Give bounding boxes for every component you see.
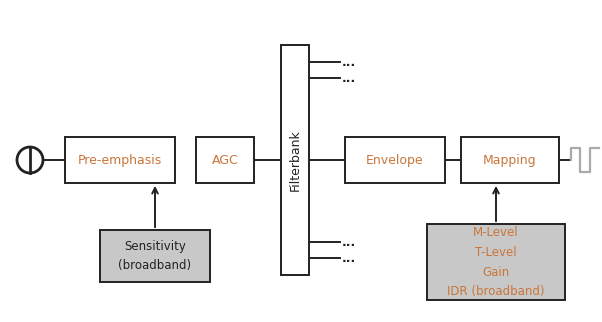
Bar [281,45,309,275]
Text: Sensitivity
(broadband): Sensitivity (broadband) [119,240,191,272]
Text: Mapping: Mapping [483,154,537,166]
Text: Envelope: Envelope [366,154,424,166]
Text: ...: ... [342,71,356,84]
Bar [65,137,175,183]
Bar [345,137,445,183]
Text: ...: ... [342,55,356,69]
Text: AGC: AGC [212,154,238,166]
Bar [196,137,254,183]
Text: Filterbank: Filterbank [288,129,302,191]
Text: Pre-emphasis: Pre-emphasis [78,154,162,166]
Bar [427,224,565,300]
Text: ...: ... [342,251,356,264]
Text: ...: ... [342,235,356,249]
Bar [100,230,210,282]
Bar [461,137,559,183]
Text: M-Level
T-Level
Gain
IDR (broadband): M-Level T-Level Gain IDR (broadband) [447,225,545,298]
